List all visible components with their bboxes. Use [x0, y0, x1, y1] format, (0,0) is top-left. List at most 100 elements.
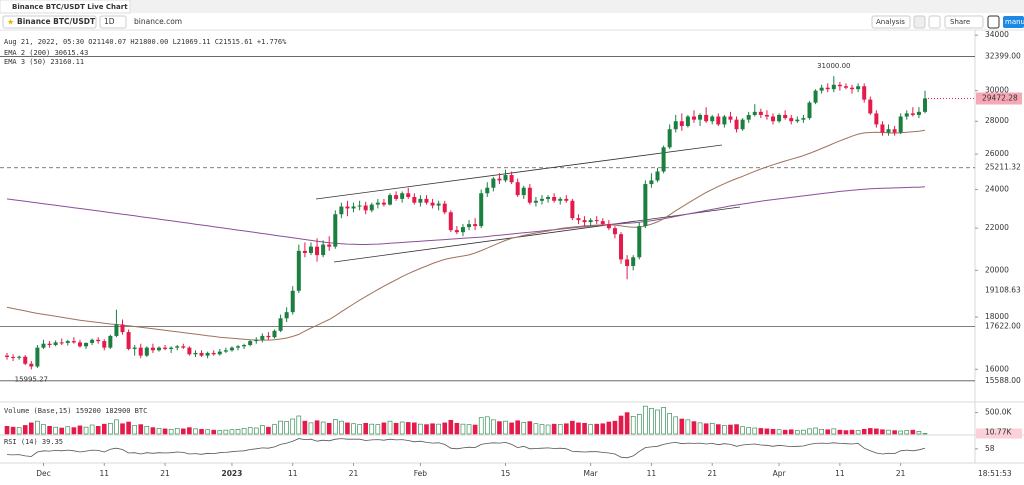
candle-body: [217, 351, 222, 355]
candle-body: [801, 118, 806, 120]
fullscreen-button[interactable]: [987, 15, 1000, 29]
candle-body: [904, 113, 909, 117]
candle-body: [108, 335, 113, 348]
candle-body: [199, 352, 204, 356]
candle-body: [327, 244, 332, 247]
candle-body: [290, 290, 295, 313]
volume-bar: [831, 428, 837, 435]
volume-bar: [302, 420, 308, 435]
price-label-box: [976, 162, 1024, 173]
candle-body: [388, 195, 393, 205]
volume-bar: [101, 423, 107, 435]
manual-button[interactable]: [1003, 16, 1024, 28]
candle-body: [254, 339, 259, 342]
symbol-box[interactable]: [2, 15, 97, 29]
interval: 1D: [104, 17, 115, 26]
candle-body: [722, 116, 727, 125]
volume-bar: [241, 428, 247, 435]
volume-bar: [636, 413, 642, 435]
candle-body: [704, 114, 709, 122]
volume-bar: [703, 423, 709, 435]
candle-body: [813, 90, 818, 103]
volume-bar: [478, 417, 484, 435]
candle-body: [570, 200, 575, 219]
y-tick-label: 34000: [985, 30, 1009, 39]
volume-bar: [661, 407, 666, 435]
volume-bar: [649, 407, 654, 435]
volume-bar: [600, 423, 606, 435]
volume-value-label: 10.77K: [985, 428, 1012, 437]
candle-body: [862, 86, 867, 100]
volume-bar: [363, 422, 368, 435]
candle-body: [363, 205, 368, 211]
volume-bar: [430, 423, 435, 435]
volume-bar: [351, 423, 356, 435]
candle-body: [679, 121, 684, 127]
candle-body: [783, 114, 788, 119]
candle-body: [546, 197, 551, 199]
volume-bar: [491, 419, 496, 435]
x-tick-label: Dec: [36, 469, 51, 478]
volume-bar: [740, 426, 745, 435]
volume-bar: [296, 415, 302, 435]
volume-bar: [114, 419, 119, 435]
y-tick-label: 30000: [985, 86, 1009, 95]
candle-body: [661, 147, 666, 172]
symbol: Binance BTC/USDT: [17, 17, 96, 26]
interval-box[interactable]: [99, 15, 127, 29]
candle-body: [84, 342, 89, 347]
pause-button[interactable]: [913, 15, 926, 29]
candle-body: [491, 178, 496, 188]
candle-body: [120, 324, 125, 333]
volume-bar: [460, 423, 466, 435]
volume-bar: [606, 421, 612, 435]
volume-bar: [144, 425, 150, 435]
source[interactable]: binance.com: [134, 17, 182, 26]
volume-bar: [551, 423, 557, 435]
candle-body: [485, 187, 490, 194]
tab[interactable]: [0, 0, 131, 14]
volume-bar: [576, 422, 581, 435]
analysis-button[interactable]: [871, 15, 911, 29]
x-tick-label: 2023: [222, 469, 243, 478]
volume-bar: [332, 419, 338, 435]
volume-bar: [594, 423, 600, 435]
volume-bar: [47, 425, 52, 435]
candle-body: [789, 118, 794, 122]
candle-body: [59, 342, 64, 344]
volume-bar: [892, 430, 897, 435]
price-label-box: [976, 285, 1024, 296]
candle-body: [102, 341, 107, 348]
candle-body: [479, 193, 484, 227]
volume-bar: [314, 420, 320, 435]
candle-body: [454, 230, 459, 233]
volume-bar: [910, 429, 916, 435]
y-tick-label: 18000: [985, 312, 1009, 321]
rsi-legend: RSI (14) 39.35: [4, 438, 63, 446]
volume-bar: [223, 429, 229, 435]
volume-bar: [412, 422, 417, 435]
candle-body: [321, 244, 326, 256]
y-tick-label: 26000: [985, 149, 1009, 158]
volume-bar: [497, 421, 502, 435]
candle-body: [600, 221, 605, 225]
candle-body: [868, 99, 873, 114]
candle-body: [807, 102, 812, 119]
candle-body: [898, 116, 903, 133]
low-note: 15995.27: [15, 375, 48, 383]
edit-button[interactable]: [928, 15, 941, 29]
volume-bar: [247, 427, 253, 435]
volume-bar: [472, 424, 478, 435]
ohlc-legend: Aug 21, 2022, 05:30 O21140.07 H21800.00 …: [4, 38, 287, 46]
volume-bar: [466, 424, 472, 435]
share-button[interactable]: [944, 15, 984, 29]
volume-bar: [35, 420, 40, 435]
ema-200-line: [6, 186, 926, 245]
volume-bar: [405, 422, 411, 435]
volume-bar: [643, 405, 648, 435]
volume-tick-label: 500.0K: [985, 408, 1012, 417]
x-tick-label: 21: [896, 469, 906, 478]
volume-bar: [886, 429, 891, 435]
volume-bar: [126, 421, 131, 435]
volume-bar: [290, 418, 296, 435]
